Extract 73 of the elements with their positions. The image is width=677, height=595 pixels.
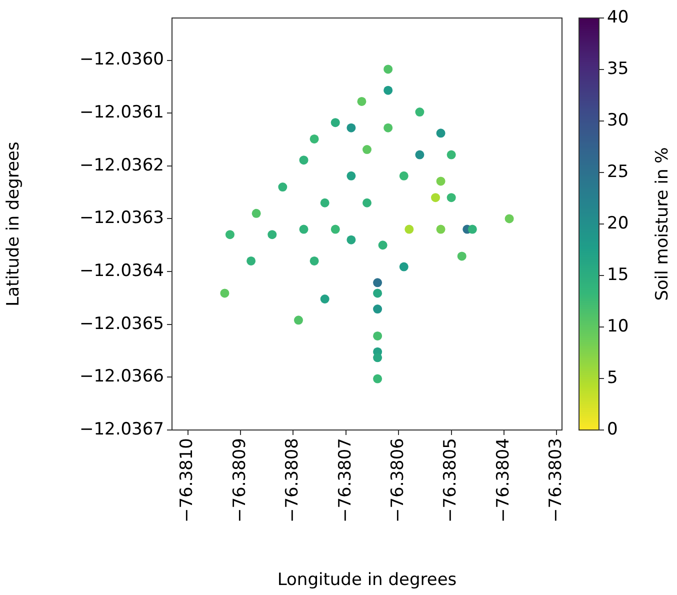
point <box>446 193 456 202</box>
point <box>362 198 372 208</box>
x-tick-label: −76.3803 <box>546 438 566 523</box>
color-bar-title: Soil moisture in % <box>652 147 672 301</box>
point <box>384 123 393 132</box>
x-tick-label: −76.3808 <box>282 438 303 523</box>
point <box>220 288 230 298</box>
y-tick-label: −12.0366 <box>79 366 164 387</box>
point <box>373 288 382 298</box>
point <box>278 182 288 192</box>
point <box>246 256 256 266</box>
point <box>468 224 477 234</box>
point <box>252 208 261 218</box>
y-tick-label: −12.0364 <box>79 260 164 281</box>
point <box>346 171 356 180</box>
point <box>373 331 382 340</box>
x-tick-label: −76.3804 <box>493 438 514 523</box>
x-tick-label: −76.3806 <box>388 438 408 523</box>
point <box>384 86 393 95</box>
point <box>373 304 382 314</box>
point <box>330 118 340 128</box>
point <box>404 224 414 234</box>
point <box>268 230 277 240</box>
point <box>457 252 466 261</box>
y-tick-label: −12.0361 <box>79 102 164 122</box>
point <box>225 230 234 240</box>
point <box>320 294 330 304</box>
point <box>320 198 330 208</box>
point <box>346 123 356 132</box>
y-tick-label: −12.0362 <box>79 155 164 176</box>
point <box>299 224 308 234</box>
y-tick-label: −12.0365 <box>79 314 164 334</box>
color-bar-label: 20 <box>607 213 629 234</box>
y-tick-label: −12.0367 <box>79 419 164 440</box>
point <box>362 145 372 154</box>
point <box>415 150 424 160</box>
point <box>504 214 514 224</box>
point <box>384 64 393 74</box>
color-bar-label: 15 <box>607 264 629 285</box>
y-tick-label: −12.0360 <box>79 50 164 70</box>
point <box>415 108 424 117</box>
point <box>373 374 382 384</box>
x-tick-label: −76.3809 <box>230 438 250 523</box>
color-bar-label: 30 <box>607 110 629 130</box>
point <box>378 240 388 250</box>
point <box>310 134 319 144</box>
point <box>436 176 446 186</box>
x-axis-title: Longitude in degrees <box>277 570 457 590</box>
point <box>330 224 340 234</box>
point <box>436 128 446 138</box>
color-bar-label: 5 <box>607 368 618 388</box>
y-axis-title: Latitude in degrees <box>4 142 24 306</box>
y-tick-label: −12.0363 <box>79 208 164 228</box>
point <box>436 224 446 234</box>
x-tick-label: −76.3810 <box>177 438 198 523</box>
point <box>373 353 382 362</box>
point <box>446 150 456 160</box>
point <box>310 256 319 266</box>
point <box>399 262 408 272</box>
color-bar-label: 40 <box>607 7 629 28</box>
x-tick-label: −76.3807 <box>335 438 356 523</box>
point <box>431 193 440 202</box>
point <box>399 171 408 180</box>
x-tick-label: −76.3805 <box>440 438 461 523</box>
point <box>373 278 382 288</box>
color-bar-label: 35 <box>607 58 629 79</box>
color-bar-label: 25 <box>607 162 629 182</box>
color-bar-label: 10 <box>607 316 629 336</box>
point <box>294 316 303 325</box>
point <box>299 156 308 165</box>
color-bar-label: 0 <box>607 419 618 440</box>
point <box>346 235 356 244</box>
point <box>357 96 366 106</box>
